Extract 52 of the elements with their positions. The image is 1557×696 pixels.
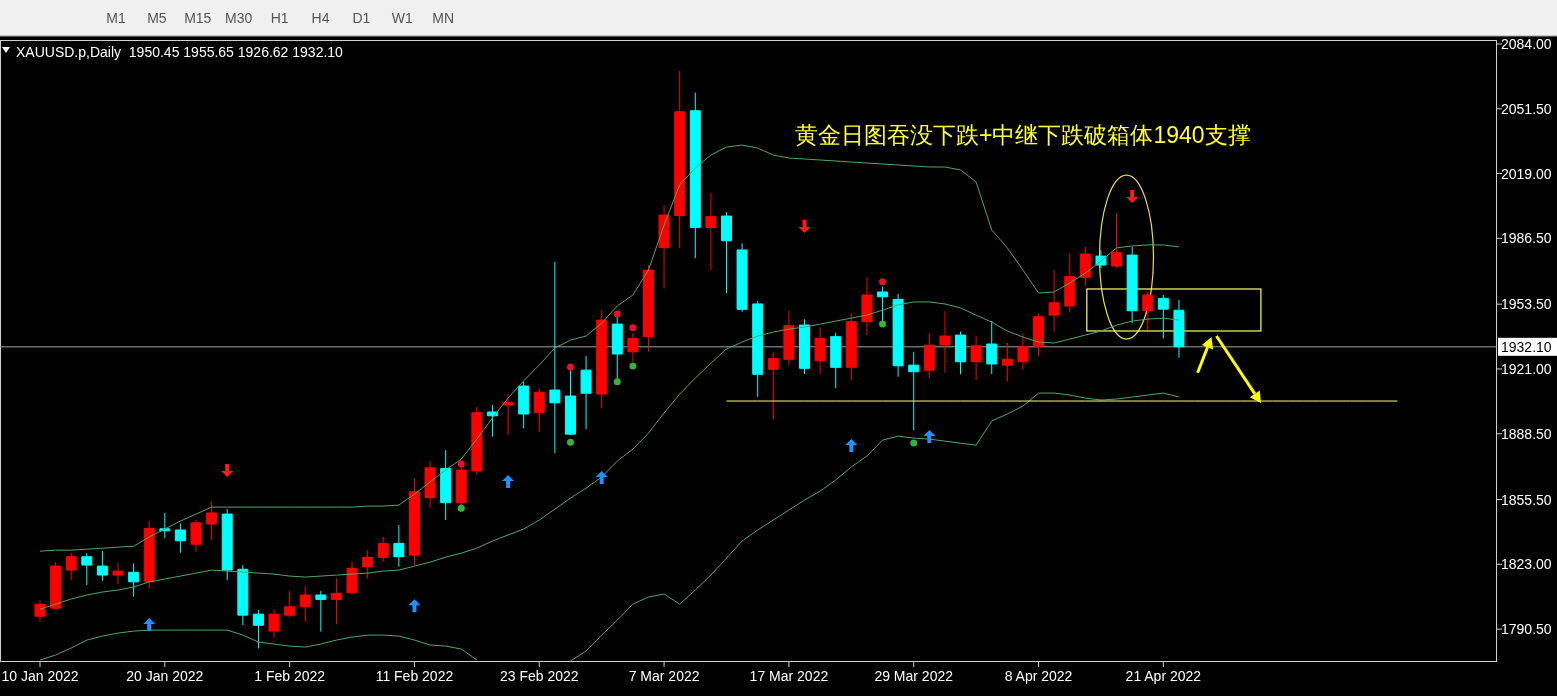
y-tick-label: 1921.00 [1501,360,1552,377]
point [879,278,887,286]
text: W1 [391,10,414,26]
point [221,464,234,478]
point [629,324,637,332]
text: 黄金日图吞没下跌+中继下跌破箱体1940支撑 [795,122,1251,148]
text: H4 [311,10,330,26]
text: M30 [225,10,253,26]
text: H1 [270,10,289,26]
x-tick-label: 23 Feb 2022 [499,668,579,684]
point [566,363,574,371]
x-tick-label: 21 Apr 2022 [1125,668,1202,684]
x-tick-label: 7 Mar 2022 [628,668,700,684]
ref-line-label: 1932.10 [1501,338,1552,355]
text: D1 [352,10,371,26]
y-tick-label: 1986.50 [1501,230,1552,247]
x-tick-label: 17 Mar 2022 [749,668,829,684]
text: M5 [147,10,167,26]
point [613,310,621,318]
y-tick-label: 1855.50 [1501,491,1552,508]
y-tick-label: 1888.50 [1501,425,1552,442]
point [143,618,156,632]
chart-subtitle: XAUUSD.p,Daily 1950.45 1955.65 1926.62 1932.10 [16,44,344,60]
x-tick-label: 20 Jan 2022 [126,668,204,684]
x-tick-label: 11 Feb 2022 [375,668,454,684]
point [910,439,918,447]
point [613,378,621,386]
y-tick-label: 1953.50 [1501,296,1552,313]
point [629,362,637,370]
point [798,220,811,233]
x-tick-label: 8 Apr 2022 [1004,668,1073,684]
x-tick-label: 1 Feb 2022 [254,668,326,684]
y-tick-label: 1790.50 [1501,621,1552,638]
text: M15 [184,10,212,26]
point [595,470,608,484]
point [566,438,574,446]
point [879,320,887,328]
y-tick-label: 2051.50 [1501,100,1552,117]
point [502,474,515,488]
x-tick-label: 29 Mar 2022 [874,668,954,684]
x-tick-label: 10 Jan 2022 [1,668,79,684]
point [1126,190,1139,204]
y-tick-label: 2084.00 [1501,35,1552,52]
point [457,504,465,512]
point [408,599,421,613]
text: MN [432,10,455,26]
y-tick-label: 1823.00 [1501,556,1552,573]
text: M1 [106,10,126,26]
point [457,460,465,468]
y-tick-label: 2019.00 [1501,165,1552,182]
point [923,430,936,444]
point [845,439,858,453]
